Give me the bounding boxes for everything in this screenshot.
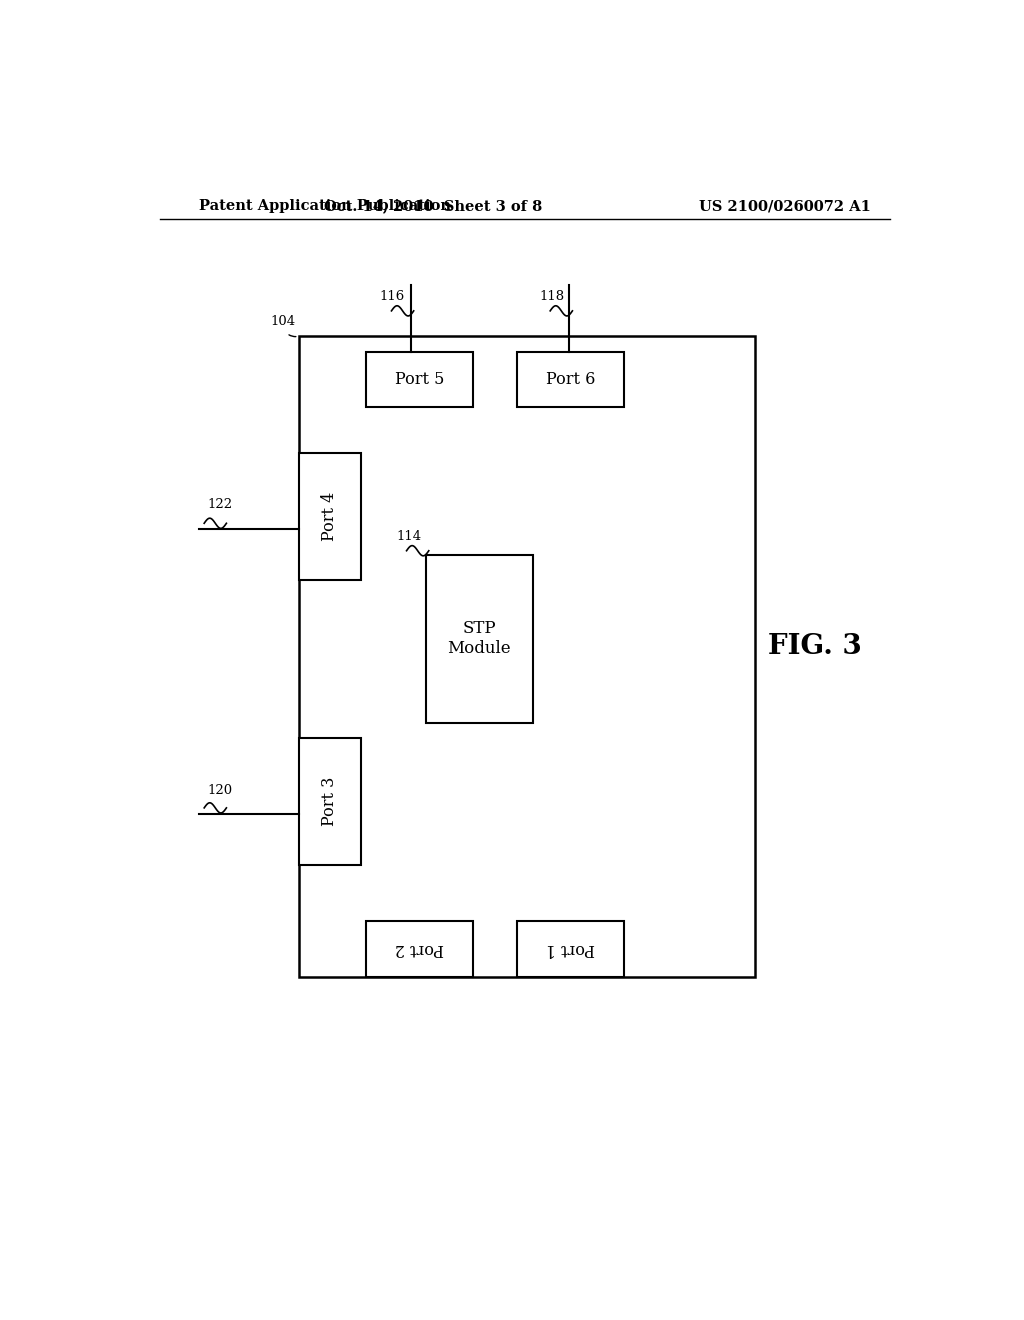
Text: 120: 120 bbox=[207, 784, 232, 797]
Text: FIG. 3: FIG. 3 bbox=[768, 632, 861, 660]
Bar bbox=[299, 738, 360, 865]
Text: 116: 116 bbox=[380, 289, 404, 302]
Bar bbox=[517, 351, 624, 408]
Bar bbox=[367, 351, 473, 408]
Text: 114: 114 bbox=[396, 529, 421, 543]
Bar bbox=[299, 337, 755, 977]
Text: Patent Application Publication: Patent Application Publication bbox=[200, 199, 452, 213]
Text: 118: 118 bbox=[539, 289, 564, 302]
Bar bbox=[299, 453, 360, 581]
Text: Port 2: Port 2 bbox=[395, 940, 444, 957]
Bar bbox=[367, 921, 473, 977]
Bar bbox=[517, 921, 624, 977]
Text: Oct. 14, 2010  Sheet 3 of 8: Oct. 14, 2010 Sheet 3 of 8 bbox=[325, 199, 543, 213]
Text: 122: 122 bbox=[207, 498, 232, 511]
Text: STP
Module: STP Module bbox=[447, 620, 511, 657]
Bar bbox=[426, 554, 532, 722]
Text: Port 6: Port 6 bbox=[546, 371, 595, 388]
Text: US 2100/0260072 A1: US 2100/0260072 A1 bbox=[699, 199, 871, 213]
Text: Port 5: Port 5 bbox=[395, 371, 444, 388]
Text: Port 3: Port 3 bbox=[322, 776, 338, 826]
Text: Port 4: Port 4 bbox=[322, 492, 338, 541]
Text: 104: 104 bbox=[270, 315, 296, 329]
Text: Port 1: Port 1 bbox=[546, 940, 595, 957]
